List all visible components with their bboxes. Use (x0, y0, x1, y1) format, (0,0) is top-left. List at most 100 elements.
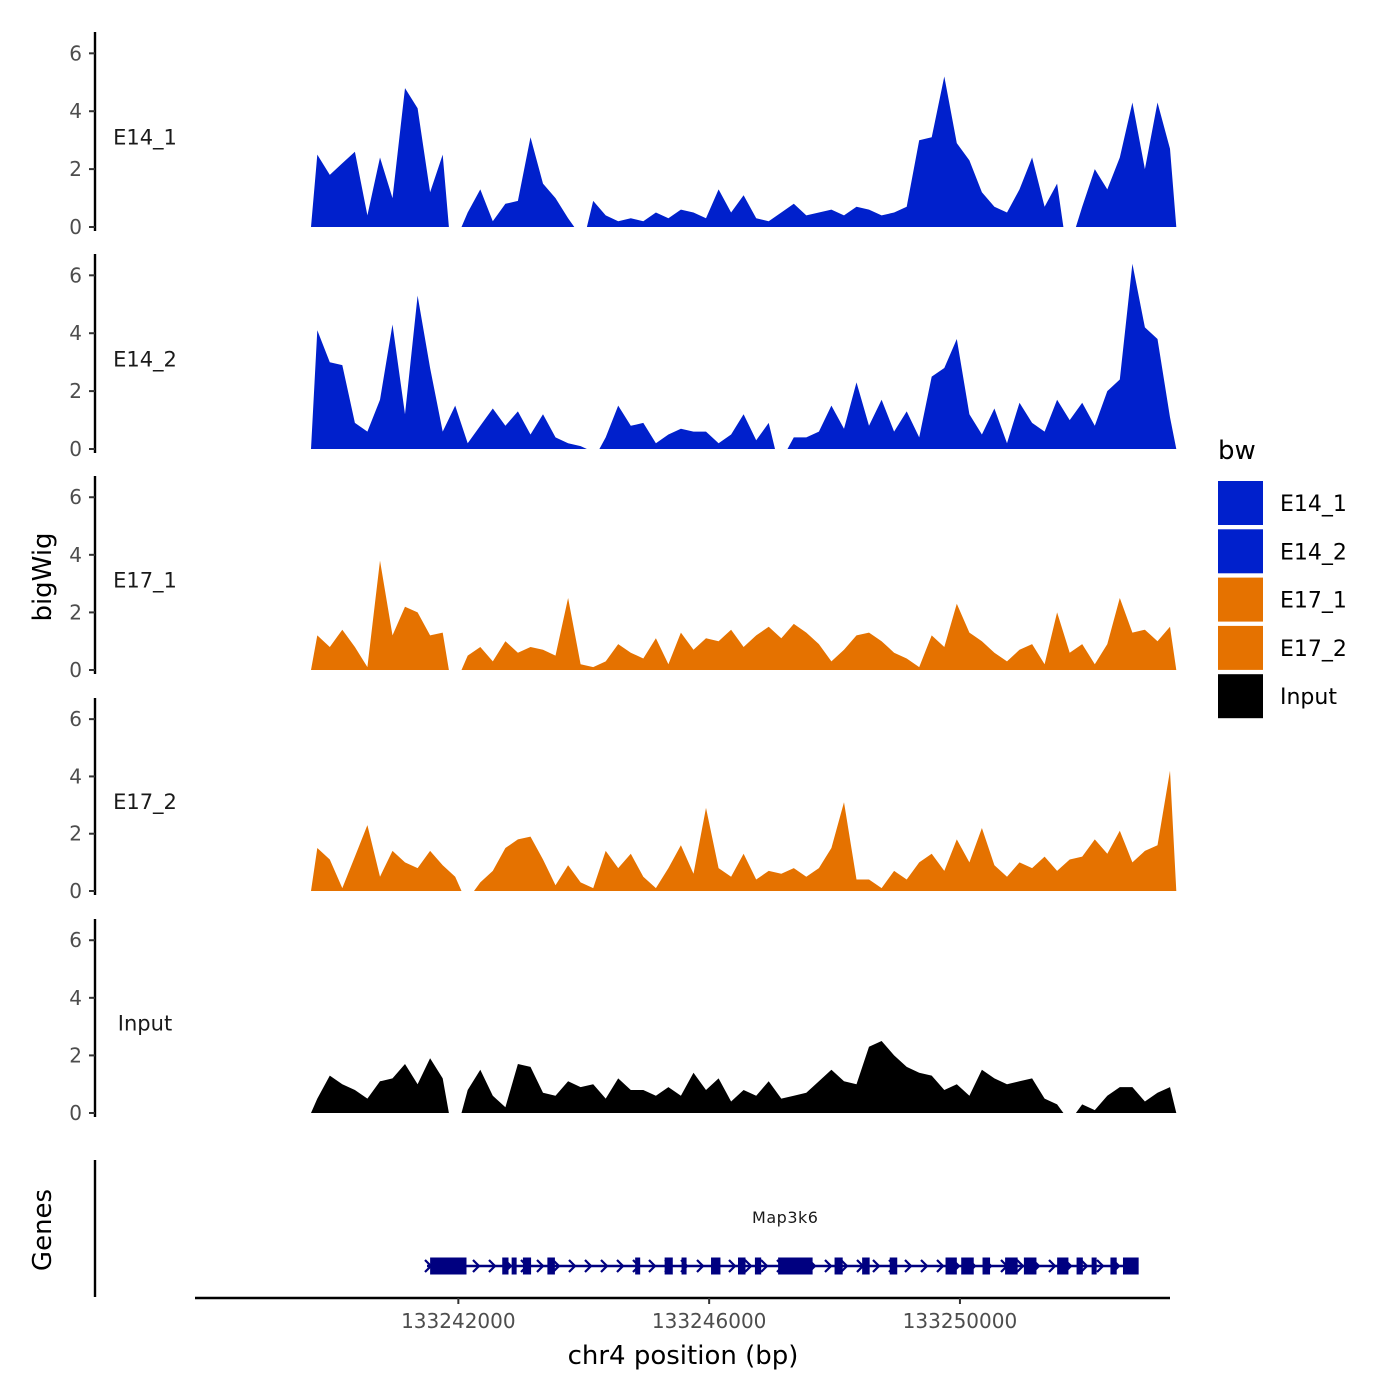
gene-exon (945, 1257, 957, 1275)
x-tick-label: 133242000 (401, 1309, 516, 1333)
coverage-area (461, 1041, 1064, 1113)
strand-arrow-icon (1048, 1259, 1057, 1273)
coverage-area (1075, 1087, 1177, 1113)
gene-name-label: Map3k6 (752, 1208, 818, 1227)
gene-exon (961, 1257, 974, 1275)
coverage-area (474, 770, 1177, 891)
track-label: E14_2 (113, 347, 177, 372)
y-tick-label: 6 (69, 263, 82, 287)
strand-arrow-icon (1096, 1259, 1105, 1273)
y-tick-label: 6 (69, 485, 82, 509)
strand-arrow-icon (600, 1259, 609, 1273)
coverage-area (311, 295, 587, 449)
gene-exon (754, 1257, 762, 1275)
y-tick-label: 2 (69, 1043, 82, 1067)
coverage-area (311, 560, 449, 670)
strand-arrow-icon (760, 1259, 769, 1273)
y-tick-label: 2 (69, 379, 82, 403)
strand-arrow-icon (696, 1259, 705, 1273)
gene-exon (635, 1257, 641, 1275)
legend-label: Input (1280, 685, 1337, 710)
strand-arrow-icon (840, 1259, 849, 1273)
y-tick-label: 4 (69, 543, 82, 567)
track-label: E17_1 (113, 569, 177, 594)
coverage-area (461, 598, 1177, 670)
gene-exon (711, 1257, 721, 1275)
strand-arrow-icon (936, 1259, 945, 1273)
strand-arrow-icon (1016, 1259, 1025, 1273)
gene-exon (547, 1257, 555, 1275)
genes-track-title: Genes (28, 1189, 58, 1271)
strand-arrow-icon (616, 1259, 625, 1273)
legend-swatch (1218, 625, 1263, 670)
strand-arrow-icon (728, 1259, 737, 1273)
gene-exon (889, 1257, 898, 1275)
coverage-tracks: 0 2 4 6 E14_1 0 2 4 6 E14_2 0 2 4 6 E17_1 0 2 4 6 E17_2 0 2 4 6… (69, 32, 1177, 1125)
legend: bw E14_1 E14_2 E17_1 E17_2 Input (1218, 436, 1347, 719)
strand-arrow-icon (568, 1259, 577, 1273)
coverage-area (311, 1058, 449, 1113)
y-tick-label: 0 (69, 437, 82, 461)
y-axis-title: bigWig (28, 532, 58, 621)
y-tick-label: 6 (69, 41, 82, 65)
gene-exon (1122, 1257, 1139, 1275)
y-tick-label: 4 (69, 764, 82, 788)
strand-arrow-icon (552, 1259, 561, 1273)
strand-arrow-icon (824, 1259, 833, 1273)
legend-swatch (1218, 529, 1263, 574)
y-tick-label: 4 (69, 986, 82, 1010)
legend-title: bw (1218, 436, 1256, 466)
legend-swatch (1218, 577, 1263, 622)
strand-arrow-icon (536, 1259, 545, 1273)
legend-label: E14_1 (1280, 492, 1347, 517)
coverage-area (787, 263, 1177, 449)
strand-arrow-icon (1080, 1259, 1089, 1273)
coverage-area (586, 76, 1064, 227)
x-tick-label: 133250000 (903, 1309, 1018, 1333)
legend-label: E17_2 (1280, 637, 1347, 662)
gene-exon (681, 1257, 687, 1275)
x-axis-title: chr4 position (bp) (568, 1341, 799, 1371)
coverage-area (461, 137, 575, 227)
gene-exon (664, 1257, 673, 1275)
y-tick-label: 0 (69, 1101, 82, 1125)
legend-label: E14_2 (1280, 540, 1347, 565)
legend-swatch (1218, 481, 1263, 525)
strand-arrow-icon (744, 1259, 753, 1273)
gene-exon (1110, 1257, 1117, 1275)
strand-arrow-icon (584, 1259, 593, 1273)
y-tick-label: 2 (69, 822, 82, 846)
y-tick-label: 2 (69, 600, 82, 624)
gene-exon (834, 1257, 843, 1275)
y-tick-label: 2 (69, 157, 82, 181)
y-tick-label: 4 (69, 321, 82, 345)
strand-arrow-icon (648, 1259, 657, 1273)
track-E17_2: 0 2 4 6 E17_2 (69, 698, 1177, 903)
coverage-area (311, 88, 449, 227)
gene-exon (737, 1257, 746, 1275)
strand-arrow-icon (920, 1259, 929, 1273)
legend-swatch (1218, 674, 1263, 719)
strand-arrow-icon (872, 1259, 881, 1273)
coverage-area (311, 825, 462, 891)
genes-track: Map3k6 (93, 1160, 1139, 1297)
gene-exon (1076, 1257, 1083, 1275)
legend-label: E17_1 (1280, 589, 1347, 614)
strand-arrow-icon (472, 1259, 481, 1273)
coverage-area (599, 405, 775, 449)
gene-exon (430, 1257, 467, 1275)
y-tick-label: 0 (69, 879, 82, 903)
y-tick-label: 6 (69, 707, 82, 731)
track-Input: 0 2 4 6 Input (69, 919, 1177, 1125)
gene-exon (511, 1257, 517, 1275)
track-label: E17_2 (113, 790, 177, 815)
strand-arrow-icon (904, 1259, 913, 1273)
gene-exon (502, 1257, 509, 1275)
y-tick-label: 4 (69, 99, 82, 123)
x-axis: 133242000 133246000 133250000 (195, 1296, 1170, 1333)
gene-exon (522, 1257, 532, 1275)
gene-exon (862, 1257, 870, 1275)
track-E14_2: 0 2 4 6 E14_2 (69, 254, 1177, 461)
x-tick-label: 133246000 (652, 1309, 767, 1333)
coverage-area (1075, 102, 1177, 227)
